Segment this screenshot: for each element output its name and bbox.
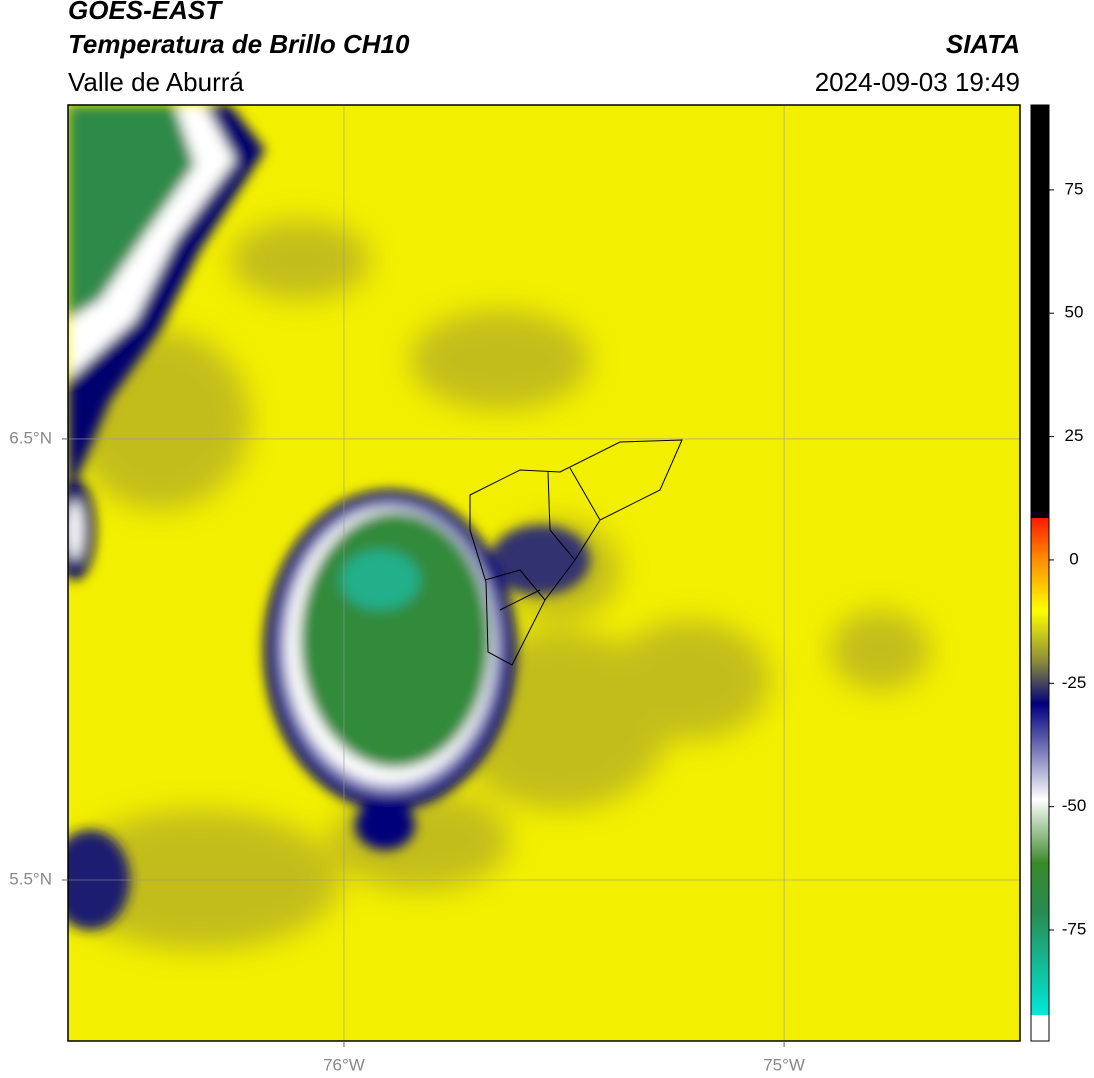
map-frame: [67, 104, 1021, 1042]
lat-label: 6.5°N: [9, 428, 52, 447]
lon-label: 75°W: [763, 1055, 805, 1074]
map-image: [68, 105, 1020, 1041]
colorbar-label: 50: [1065, 303, 1084, 322]
source: SIATA: [946, 29, 1020, 59]
lat-label: 5.5°N: [9, 869, 52, 888]
timestamp: 2024-09-03 19:49: [815, 67, 1020, 97]
colorbar-label: 0: [1069, 549, 1078, 568]
colorbar-label: -50: [1062, 796, 1087, 815]
colorbar: [1030, 104, 1050, 1042]
colorbar-label: 75: [1065, 179, 1084, 198]
product: Temperatura de Brillo CH10: [68, 29, 410, 59]
satellite: GOES-EAST: [68, 0, 223, 25]
region: Valle de Aburrá: [68, 67, 244, 97]
colorbar-label: -25: [1062, 673, 1087, 692]
colorbar-label: -75: [1062, 919, 1087, 938]
colorbar-label: 25: [1065, 426, 1084, 445]
lon-label: 76°W: [323, 1055, 365, 1074]
